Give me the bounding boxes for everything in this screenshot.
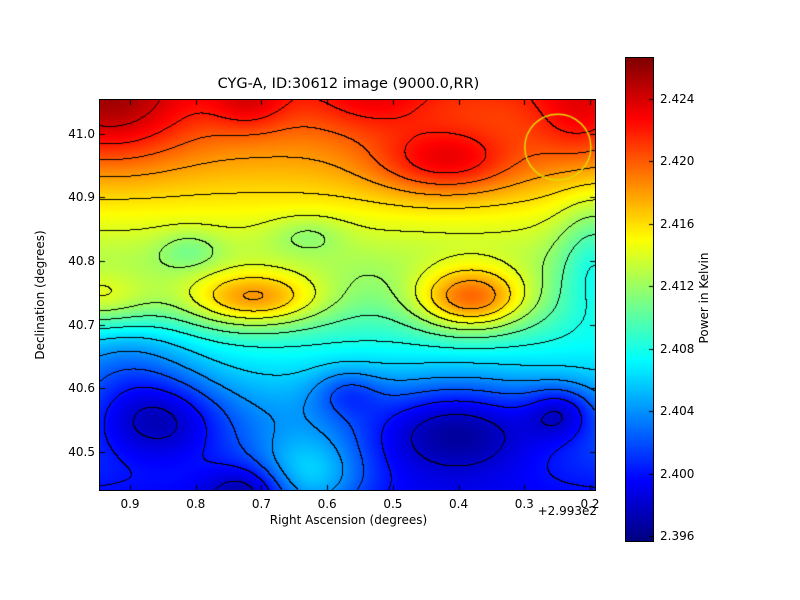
colorbar-canvas bbox=[625, 57, 654, 542]
y-tick-label: 40.8 bbox=[68, 253, 95, 268]
colorbar-tick-label: 2.404 bbox=[660, 404, 695, 419]
x-tick-label: 0.5 bbox=[383, 497, 403, 511]
x-axis-label: Right Ascension (degrees) bbox=[269, 513, 428, 527]
x-tick-label: 0.9 bbox=[120, 497, 140, 511]
y-tick-label: 40.7 bbox=[68, 317, 95, 332]
x-tick-label: 0.7 bbox=[251, 497, 271, 511]
x-tick-label: 0.3 bbox=[514, 497, 534, 511]
colorbar-tick-label: 2.408 bbox=[660, 341, 695, 356]
x-axis-offset-text: +2.993e2 bbox=[537, 504, 597, 518]
y-tick-label: 41.0 bbox=[68, 126, 95, 141]
colorbar-tick-label: 2.424 bbox=[660, 91, 695, 106]
x-tick-label: 0.8 bbox=[186, 497, 206, 511]
colorbar-tick-label: 2.400 bbox=[660, 466, 695, 481]
contour-plot-canvas bbox=[99, 99, 596, 491]
colorbar-tick-label: 2.416 bbox=[660, 216, 695, 231]
y-tick-label: 40.5 bbox=[68, 444, 95, 459]
y-tick-label: 40.9 bbox=[68, 190, 95, 205]
colorbar-tick-label: 2.420 bbox=[660, 154, 695, 169]
x-tick-label: 0.4 bbox=[449, 497, 469, 511]
x-tick-label: 0.6 bbox=[317, 497, 337, 511]
colorbar-tick-label: 2.396 bbox=[660, 529, 695, 544]
y-axis-label: Declination (degrees) bbox=[33, 230, 47, 360]
x-tick-label: 0.2 bbox=[580, 497, 600, 511]
plot-title: CYG-A, ID:30612 image (9000.0,RR) bbox=[217, 76, 480, 92]
colorbar-label: Power in Kelvin bbox=[697, 252, 711, 344]
y-tick-label: 40.6 bbox=[68, 381, 95, 396]
colorbar-tick-label: 2.412 bbox=[660, 279, 695, 294]
